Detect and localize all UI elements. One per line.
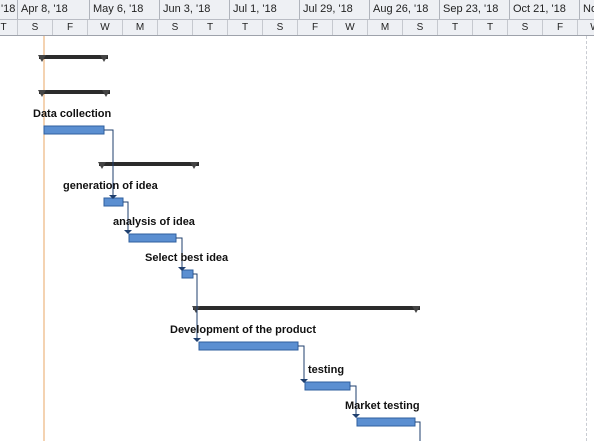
gantt-timescale: '18 Apr 8, '18 May 6, '18 Jun 3, '18 Jul… [0, 0, 594, 36]
task-label: analysis of idea [113, 216, 195, 228]
timescale-minor-cell: M [123, 20, 158, 35]
timescale-minor-cell: W [88, 20, 123, 35]
timescale-minor-cell: M [368, 20, 403, 35]
timescale-minor-cell: T [228, 20, 263, 35]
link-arrow-icon [193, 338, 201, 342]
timescale-minor-cell: W [578, 20, 594, 35]
timescale-minor-cell: S [263, 20, 298, 35]
task-label: generation of idea [63, 180, 158, 192]
task-label: Market testing [345, 400, 420, 412]
timescale-minor-cell: T [473, 20, 508, 35]
task-label: testing [308, 364, 345, 376]
link-arrow-icon [178, 267, 186, 271]
dependency-link [298, 345, 305, 379]
summary-bar[interactable] [38, 90, 110, 97]
timescale-major-cell: Nov [580, 0, 594, 19]
timescale-minor-cell: T [193, 20, 228, 35]
timescale-minor-cell: F [543, 20, 578, 35]
task-bar-generation-of-idea[interactable] [103, 197, 124, 207]
timescale-minor-cell: S [18, 20, 53, 35]
task-bar-market-testing[interactable] [356, 417, 416, 427]
timescale-minor-cell: S [403, 20, 438, 35]
timescale-major-cell: Apr 8, '18 [18, 0, 90, 19]
link-arrow-icon [124, 230, 132, 234]
timescale-major-cell: Oct 21, '18 [510, 0, 580, 19]
timescale-minor-cell: W [333, 20, 368, 35]
timescale-major-cell: '18 [0, 0, 18, 19]
chart-right-edge [586, 36, 594, 441]
timescale-major-cell: Jul 1, '18 [230, 0, 300, 19]
timescale-major-cell: Jul 29, '18 [300, 0, 370, 19]
timescale-minor-cell: F [298, 20, 333, 35]
task-label: Select best idea [145, 252, 229, 264]
task-bar-analysis-of-idea[interactable] [128, 233, 177, 243]
timescale-minor-cell: T [438, 20, 473, 35]
summary-bar[interactable] [98, 162, 199, 169]
timescale-minor-cell: T [0, 20, 18, 35]
timescale-minor-cell: S [158, 20, 193, 35]
summary-bar[interactable] [38, 55, 108, 62]
link-arrow-icon [352, 414, 360, 418]
task-bar-development-of-the-product[interactable] [198, 341, 299, 351]
summary-bar[interactable] [192, 306, 420, 313]
timescale-major-cell: Jun 3, '18 [160, 0, 230, 19]
timescale-major-cell: May 6, '18 [90, 0, 160, 19]
dependency-link [176, 237, 183, 267]
link-arrow-icon [300, 379, 308, 383]
task-bar-select-best-idea[interactable] [181, 269, 194, 279]
task-label: Data collection [33, 108, 112, 120]
timescale-minor-cell: F [53, 20, 88, 35]
dependency-link [104, 129, 114, 195]
task-bar-testing[interactable] [304, 381, 351, 391]
timescale-major-row: '18 Apr 8, '18 May 6, '18 Jun 3, '18 Jul… [0, 0, 594, 20]
dependency-link [123, 201, 129, 230]
task-bar-data-collection[interactable] [43, 125, 105, 135]
gantt-chart-area: Data collection generation of idea analy… [0, 36, 594, 441]
task-label: Development of the product [170, 324, 317, 336]
gantt-bars-canvas [38, 36, 421, 441]
dependency-link [415, 421, 421, 441]
link-arrow-icon [109, 195, 117, 199]
timescale-major-cell: Sep 23, '18 [440, 0, 510, 19]
dependency-link [350, 385, 357, 414]
timescale-major-cell: Aug 26, '18 [370, 0, 440, 19]
dependency-link [193, 273, 198, 338]
timescale-minor-row: T S F W M S T T S F W M S T T S F W [0, 20, 594, 36]
timescale-minor-cell: S [508, 20, 543, 35]
